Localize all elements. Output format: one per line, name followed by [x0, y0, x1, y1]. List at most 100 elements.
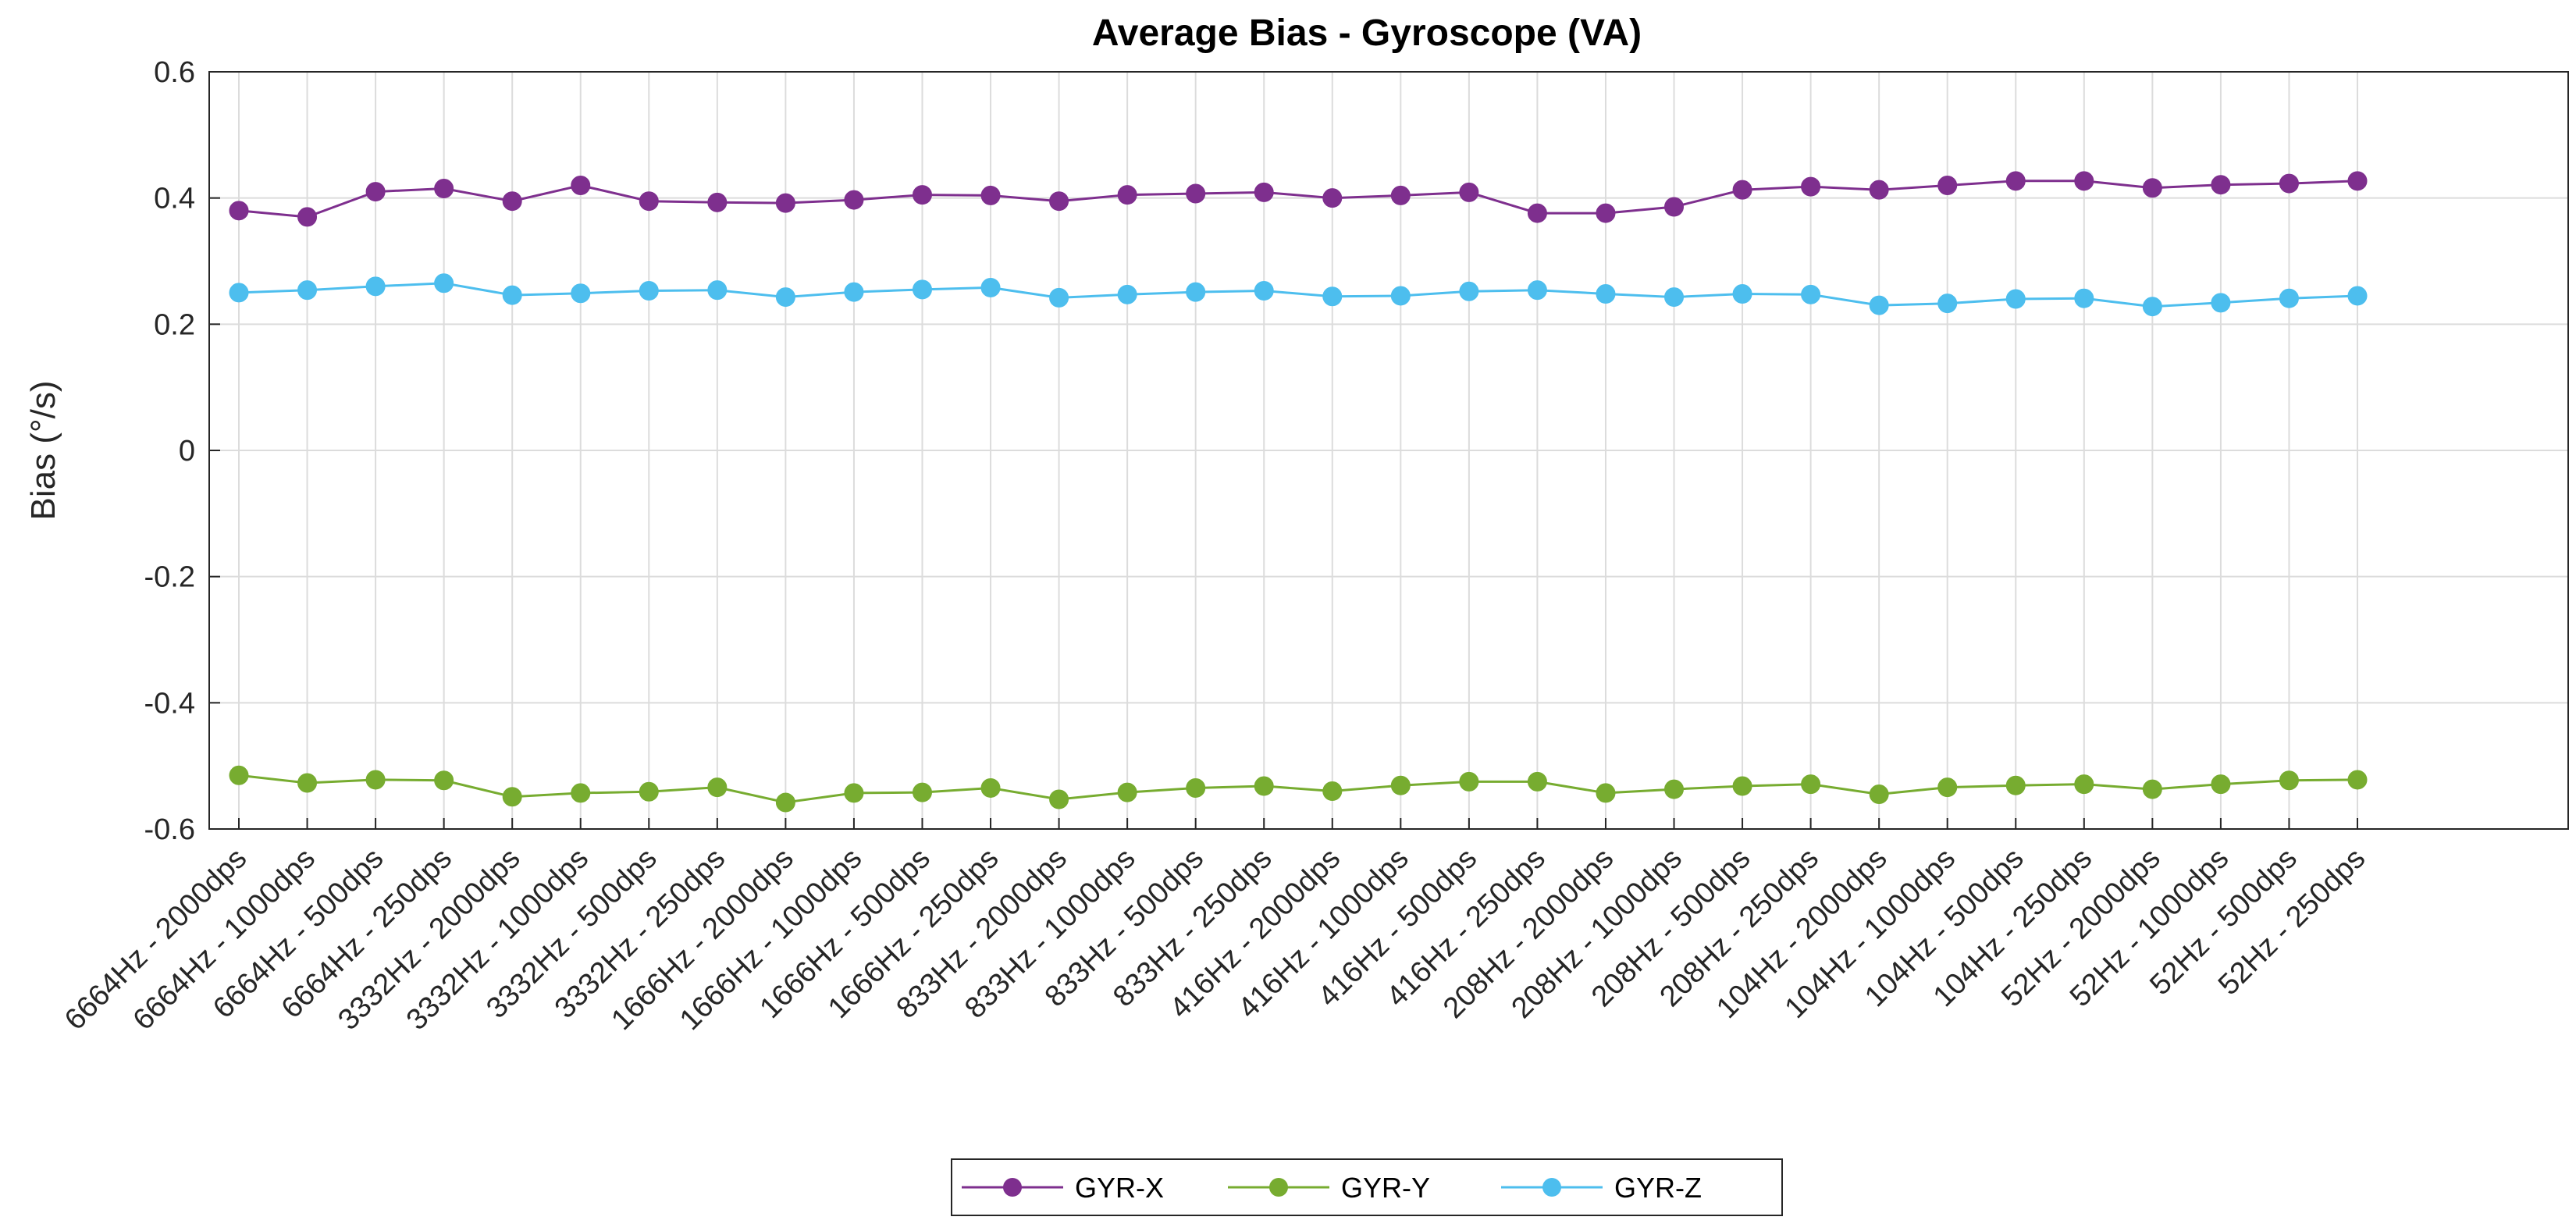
- data-point-gyr-z[interactable]: [912, 279, 932, 300]
- data-point-gyr-z[interactable]: [2279, 288, 2299, 308]
- data-point-gyr-x[interactable]: [980, 185, 1001, 205]
- data-point-gyr-x[interactable]: [1937, 176, 1958, 195]
- data-point-gyr-x[interactable]: [1049, 191, 1069, 212]
- data-point-gyr-y[interactable]: [1390, 775, 1411, 795]
- data-point-gyr-z[interactable]: [297, 280, 318, 301]
- data-point-gyr-z[interactable]: [1049, 287, 1069, 308]
- data-point-gyr-z[interactable]: [1527, 280, 1547, 301]
- data-point-gyr-y[interactable]: [1937, 777, 1958, 798]
- data-point-gyr-z[interactable]: [365, 276, 386, 297]
- data-point-gyr-y[interactable]: [639, 781, 659, 802]
- data-point-gyr-z[interactable]: [980, 277, 1001, 297]
- data-point-gyr-y[interactable]: [1732, 776, 1752, 796]
- data-point-gyr-x[interactable]: [844, 190, 864, 210]
- data-point-gyr-y[interactable]: [1596, 783, 1616, 803]
- data-point-gyr-y[interactable]: [2211, 774, 2231, 795]
- data-point-gyr-x[interactable]: [502, 191, 522, 212]
- data-point-gyr-x[interactable]: [775, 193, 795, 213]
- data-point-gyr-z[interactable]: [1390, 286, 1411, 306]
- data-point-gyr-y[interactable]: [1186, 777, 1206, 798]
- data-point-gyr-y[interactable]: [297, 773, 318, 793]
- legend[interactable]: GYR-X GYR-Y GYR-Z: [951, 1158, 1783, 1216]
- legend-item-gyr-y[interactable]: GYR-Y: [1228, 1172, 1430, 1204]
- legend-item-gyr-x[interactable]: GYR-X: [962, 1172, 1164, 1204]
- data-point-gyr-y[interactable]: [1869, 784, 1889, 805]
- data-point-gyr-x[interactable]: [2211, 175, 2231, 195]
- data-point-gyr-x[interactable]: [2074, 171, 2094, 191]
- data-point-gyr-y[interactable]: [571, 783, 591, 803]
- data-point-gyr-x[interactable]: [639, 191, 659, 212]
- data-point-gyr-x[interactable]: [297, 207, 318, 227]
- legend-item-gyr-z[interactable]: GYR-Z: [1501, 1172, 1702, 1204]
- data-point-gyr-y[interactable]: [1049, 789, 1069, 809]
- data-point-gyr-z[interactable]: [2347, 286, 2368, 306]
- data-point-gyr-z[interactable]: [571, 283, 591, 304]
- data-point-gyr-y[interactable]: [502, 787, 522, 807]
- data-point-gyr-z[interactable]: [844, 282, 864, 302]
- data-point-gyr-y[interactable]: [1459, 771, 1479, 792]
- data-point-gyr-y[interactable]: [1117, 782, 1137, 802]
- data-point-gyr-x[interactable]: [1459, 182, 1479, 202]
- data-point-gyr-z[interactable]: [2142, 297, 2162, 317]
- data-point-gyr-y[interactable]: [365, 770, 386, 790]
- data-point-gyr-y[interactable]: [775, 792, 795, 813]
- data-point-gyr-x[interactable]: [1527, 203, 1547, 223]
- data-point-gyr-z[interactable]: [502, 285, 522, 305]
- data-point-gyr-y[interactable]: [707, 777, 728, 798]
- data-point-gyr-x[interactable]: [365, 182, 386, 202]
- data-point-gyr-y[interactable]: [844, 783, 864, 803]
- data-point-gyr-z[interactable]: [1596, 284, 1616, 304]
- data-point-gyr-z[interactable]: [707, 280, 728, 301]
- data-point-gyr-x[interactable]: [2005, 171, 2026, 191]
- data-point-gyr-z[interactable]: [2005, 289, 2026, 309]
- data-point-gyr-x[interactable]: [1664, 197, 1685, 217]
- data-point-gyr-x[interactable]: [1186, 183, 1206, 204]
- data-point-gyr-z[interactable]: [775, 287, 795, 308]
- data-point-gyr-z[interactable]: [1801, 284, 1821, 304]
- data-point-gyr-y[interactable]: [2279, 770, 2299, 791]
- data-point-gyr-y[interactable]: [1801, 774, 1821, 795]
- data-point-gyr-z[interactable]: [229, 283, 249, 303]
- data-point-gyr-z[interactable]: [1664, 287, 1685, 308]
- data-point-gyr-x[interactable]: [1801, 176, 1821, 197]
- data-point-gyr-y[interactable]: [2074, 774, 2094, 795]
- data-point-gyr-z[interactable]: [1459, 281, 1479, 301]
- data-point-gyr-x[interactable]: [2347, 171, 2368, 191]
- data-point-gyr-y[interactable]: [1254, 776, 1274, 796]
- data-point-gyr-x[interactable]: [2142, 178, 2162, 198]
- data-point-gyr-y[interactable]: [2142, 779, 2162, 799]
- data-point-gyr-z[interactable]: [1732, 284, 1752, 304]
- data-point-gyr-z[interactable]: [2074, 288, 2094, 308]
- data-point-gyr-x[interactable]: [1117, 185, 1137, 205]
- data-point-gyr-x[interactable]: [1254, 182, 1274, 202]
- data-point-gyr-x[interactable]: [571, 176, 591, 195]
- data-point-gyr-x[interactable]: [1390, 185, 1411, 205]
- data-point-gyr-z[interactable]: [434, 273, 454, 294]
- data-point-gyr-z[interactable]: [1937, 294, 1958, 314]
- data-point-gyr-z[interactable]: [1869, 295, 1889, 315]
- data-point-gyr-z[interactable]: [1117, 284, 1137, 304]
- data-point-gyr-y[interactable]: [980, 777, 1001, 798]
- data-point-gyr-y[interactable]: [229, 765, 249, 785]
- data-point-gyr-z[interactable]: [639, 280, 659, 301]
- data-point-gyr-y[interactable]: [1664, 779, 1685, 799]
- data-point-gyr-x[interactable]: [1869, 180, 1889, 200]
- data-point-gyr-x[interactable]: [707, 192, 728, 212]
- data-point-gyr-y[interactable]: [1322, 781, 1343, 801]
- data-point-gyr-z[interactable]: [1186, 282, 1206, 302]
- data-point-gyr-x[interactable]: [1322, 188, 1343, 208]
- data-point-gyr-x[interactable]: [912, 185, 932, 205]
- data-point-gyr-x[interactable]: [1732, 180, 1752, 200]
- data-point-gyr-x[interactable]: [2279, 173, 2299, 194]
- data-point-gyr-z[interactable]: [1322, 286, 1343, 307]
- data-point-gyr-x[interactable]: [434, 179, 454, 199]
- data-point-gyr-y[interactable]: [1527, 771, 1547, 792]
- data-point-gyr-y[interactable]: [434, 770, 454, 791]
- data-point-gyr-x[interactable]: [1596, 203, 1616, 223]
- data-point-gyr-y[interactable]: [912, 782, 932, 802]
- data-point-gyr-z[interactable]: [2211, 293, 2231, 313]
- data-point-gyr-z[interactable]: [1254, 280, 1274, 301]
- data-point-gyr-x[interactable]: [229, 201, 249, 221]
- data-point-gyr-y[interactable]: [2347, 770, 2368, 790]
- data-point-gyr-y[interactable]: [2005, 775, 2026, 795]
